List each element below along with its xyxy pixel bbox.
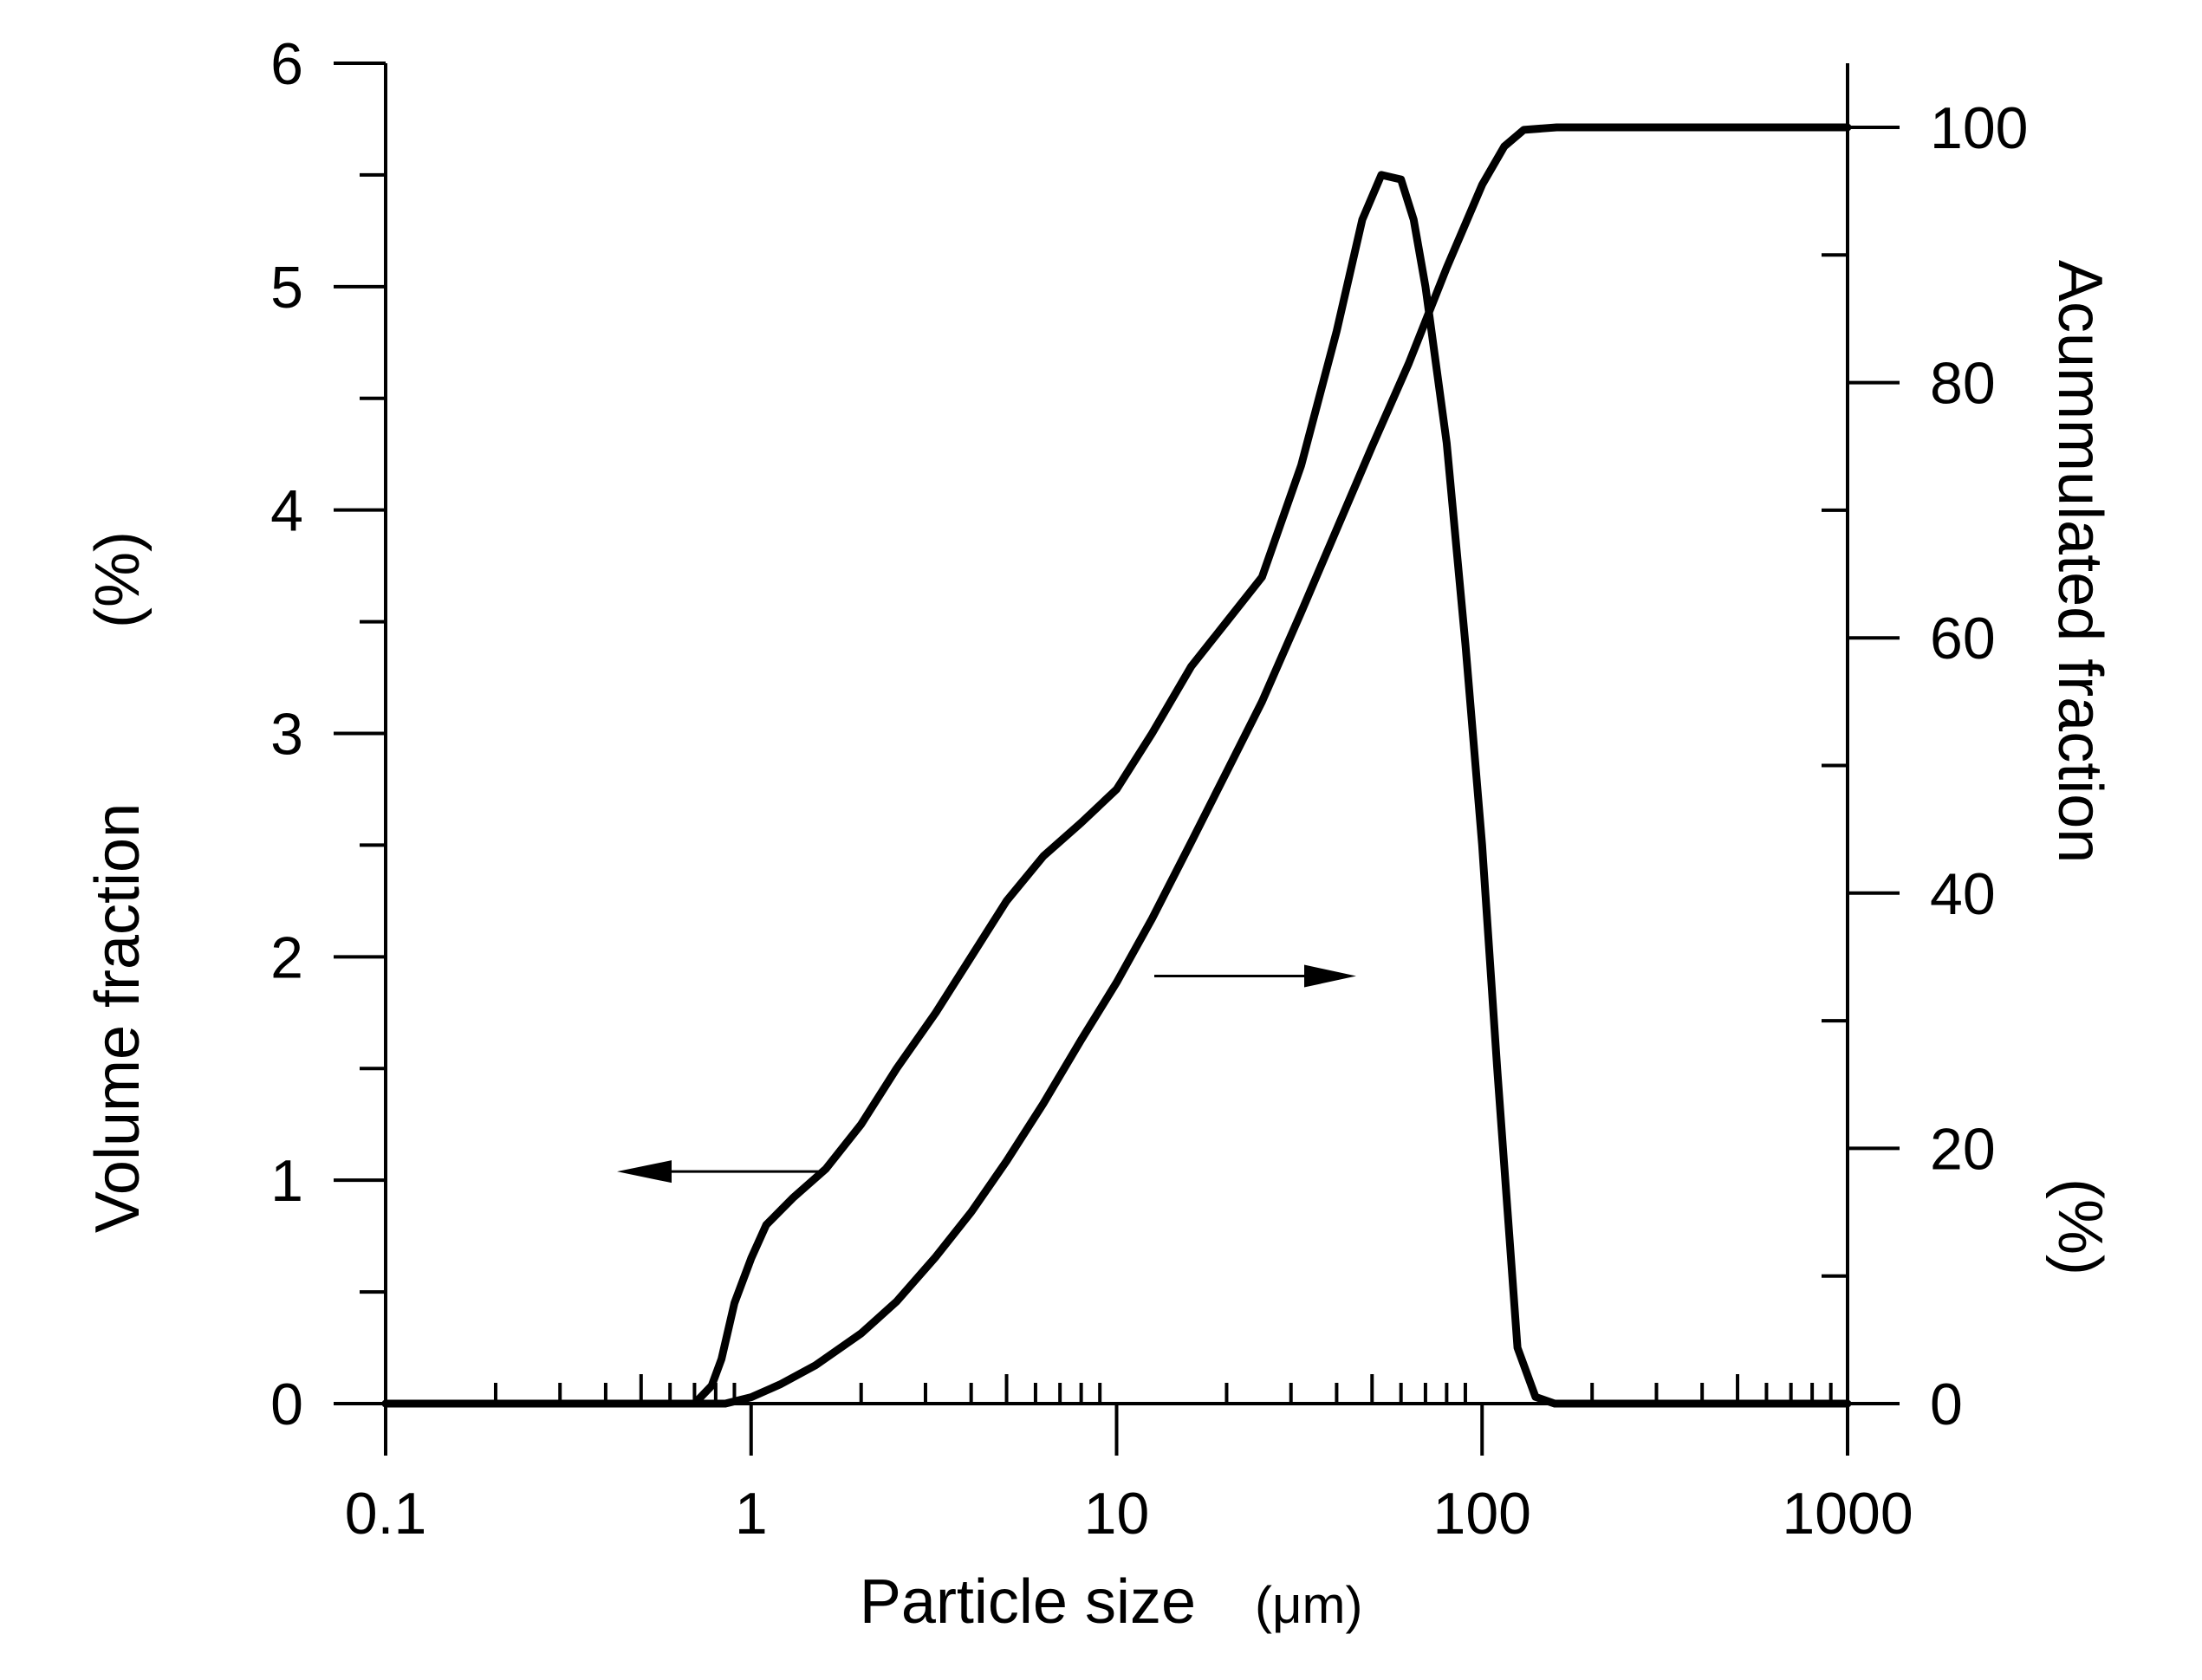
left-y-tick-label: 0 [270,1372,303,1437]
left-y-axis-unit: (%) [83,531,153,628]
left-y-axis-title: Volume fraction [83,803,153,1233]
arrow-to-left-axis-head [617,1160,672,1184]
arrow-to-right-axis-head [1304,964,1356,988]
right-y-tick-label: 0 [1930,1372,1963,1437]
x-tick-label: 100 [1433,1481,1531,1547]
x-axis-unit: (μm) [1255,1576,1363,1634]
left-y-tick-label: 6 [270,31,303,97]
x-tick-label: 1 [735,1481,768,1547]
right-y-tick-label: 100 [1930,95,2028,161]
right-y-tick-label: 80 [1930,351,1996,417]
annotations [617,964,1356,1184]
x-axis-title: Particle size [860,1567,1196,1637]
left-y-tick-label: 1 [270,1148,303,1214]
accumulated-fraction-curve [381,123,1852,1408]
right-y-tick-label: 40 [1930,861,1996,927]
right-y-tick-label: 60 [1930,606,1996,671]
volume-fraction-curve [381,171,1852,1408]
x-tick-label: 0.1 [345,1481,427,1547]
right-y-axis-title: Acummulated fraction [2045,260,2114,863]
left-y-tick-label: 3 [270,702,303,768]
left-y-tick-label: 4 [270,478,303,544]
x-tick-label: 10 [1084,1481,1150,1547]
left-y-tick-label: 5 [270,255,303,321]
right-y-tick-label: 20 [1930,1116,1996,1182]
left-y-tick-label: 2 [270,924,303,990]
x-tick-label: 1000 [1782,1481,1913,1547]
right-y-axis-unit: (%) [2045,1178,2114,1275]
series-group [381,123,1852,1408]
